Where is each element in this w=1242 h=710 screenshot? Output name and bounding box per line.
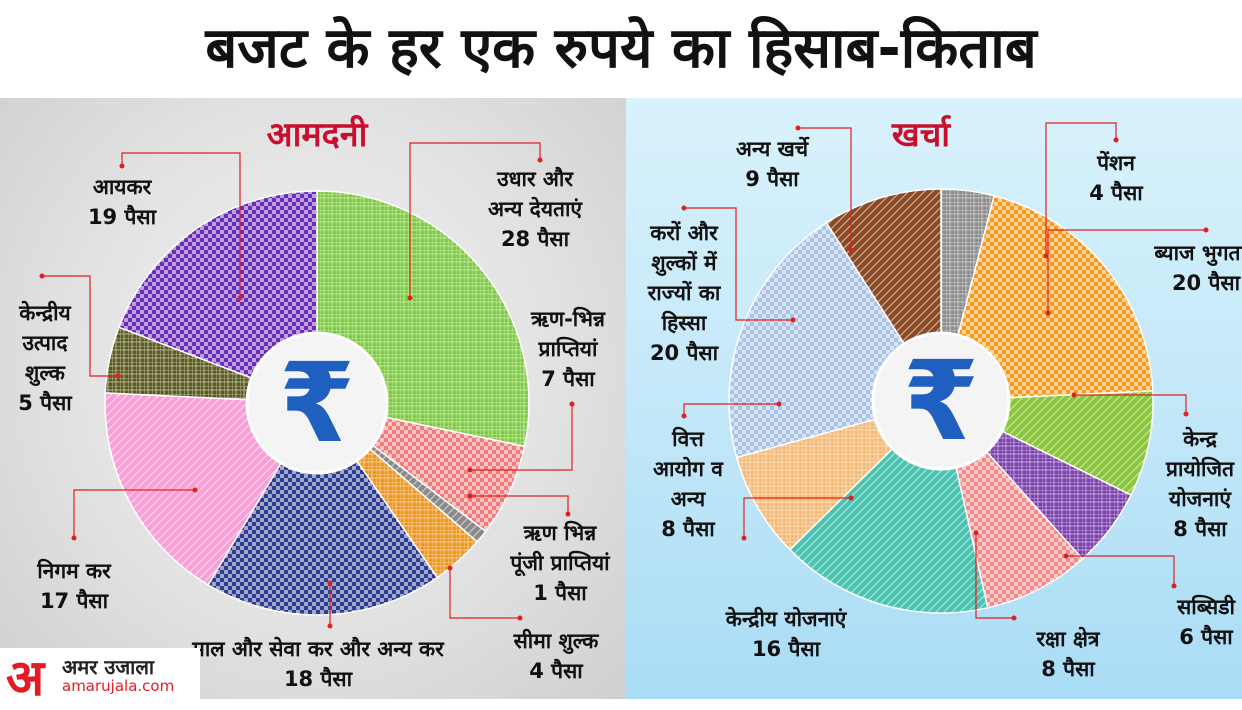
expense-leader-end-1 [1045, 310, 1051, 316]
expense-leader-tip-2 [1183, 411, 1189, 417]
income-leader-end-2 [467, 493, 473, 499]
page-title: बजट के हर एक रुपये का हिसाब-किताब [205, 16, 1037, 81]
income-leader-tip-4 [327, 623, 333, 629]
income-title: आमदनी [267, 114, 369, 155]
expense-leader-tip-7 [681, 205, 687, 211]
income-leader-tip-3 [517, 615, 523, 621]
income-leader-end-1 [467, 467, 473, 473]
expense-leader-end-3 [1063, 553, 1069, 559]
income-leader-end-7 [237, 295, 243, 301]
income-label-7: आयकर 19 पैसा [88, 175, 158, 229]
expense-leader-1 [1047, 229, 1206, 313]
income-label-2: ऋण भिन्न पूंजी प्राप्तियां 1 पैसा [509, 520, 611, 605]
income-leader-tip-1 [569, 401, 575, 407]
expense-leader-tip-5 [741, 535, 747, 541]
expense-leader-3 [1066, 555, 1175, 586]
income-center-hub [245, 331, 389, 475]
expense-title: खर्चा [891, 114, 952, 155]
expense-label-3: सब्सिडी 6 पैसा [1176, 594, 1236, 649]
income-pie-chart: ₹ आमदनी उधार और अन्य देयताएं 28 पैसा ऋण-भिन्न… [18, 114, 611, 691]
income-leader-7 [121, 152, 241, 298]
expense-leader-end-2 [1071, 392, 1077, 398]
expense-pie-chart: ₹ खर्चा पेंशन4 पैसाब्याज भुगतान20 पैसा केन्… [647, 114, 1242, 681]
income-slice-7 [118, 190, 318, 405]
expense-label-0: पेंशन 4 पैसा [1089, 150, 1144, 205]
income-leader-3 [449, 568, 520, 619]
income-label-6: केन्द्रीय उत्पाद शुल्क 5 पैसा [18, 300, 73, 415]
expense-leader-8 [798, 127, 852, 250]
expense-center-hub [871, 331, 1011, 471]
expense-label-4: रक्षा क्षेत्र 8 पैसा [1035, 626, 1100, 681]
income-label-0: उधार और अन्य देयताएं 28 पैसा [488, 166, 583, 251]
expense-leader-0 [1045, 122, 1117, 256]
brand-url: amarujala.com [62, 677, 175, 695]
income-leader-6 [42, 275, 118, 377]
expense-leader-tip-4 [1011, 615, 1017, 621]
income-leader-1 [470, 404, 573, 471]
expense-label-6: वित्त आयोग व अन्य 8 पैसा [653, 426, 724, 541]
income-leader-tip-2 [565, 511, 571, 517]
expense-leader-end-8 [848, 247, 854, 253]
expense-leader-end-0 [1043, 253, 1049, 259]
income-leader-tip-6 [39, 273, 45, 279]
expense-panel: ₹ खर्चा पेंशन4 पैसाब्याज भुगतान20 पैसा केन्… [626, 98, 1242, 699]
income-leader-end-5 [192, 487, 198, 493]
rupee-icon: ₹ [903, 337, 980, 465]
income-leader-end-3 [447, 565, 453, 571]
expense-leader-tip-6 [681, 413, 687, 419]
rupee-icon: ₹ [279, 339, 356, 467]
income-leader-5 [73, 489, 195, 538]
expense-leader-tip-3 [1171, 583, 1177, 589]
expense-leader-7 [684, 207, 793, 321]
income-label-3: सीमा शुल्क 4 पैसा [513, 628, 600, 683]
income-slice-4 [207, 401, 439, 616]
expense-leader-tip-8 [795, 125, 801, 131]
brand-watermark: अ अमर उजाला amarujala.com [0, 648, 200, 707]
income-label-4: माल और सेवा कर और अन्य कर 18 पैसा [191, 636, 445, 691]
expense-leader-end-6 [776, 401, 782, 407]
expense-label-2: केन्द्र प्रायोजित योजनाएं 8 पैसा [1165, 426, 1235, 541]
income-leader-end-4 [327, 580, 333, 586]
expense-label-5: केन्द्रीय योजनाएं 16 पैसा [725, 606, 848, 661]
expense-leader-4 [975, 533, 1014, 619]
expense-leader-6 [683, 403, 779, 416]
expense-leader-end-4 [973, 530, 979, 536]
expense-label-1: ब्याज भुगतान20 पैसा [1153, 241, 1242, 295]
expense-leader-end-5 [848, 495, 854, 501]
income-leader-tip-5 [71, 535, 77, 541]
income-panel: ₹ आमदनी उधार और अन्य देयताएं 28 पैसा ऋण-भिन्न… [0, 98, 626, 699]
income-leader-0 [409, 142, 541, 298]
expense-label-7: करों और शुल्कों में राज्यों का हिस्सा 20 पैस… [647, 220, 722, 365]
income-leader-end-0 [407, 295, 413, 301]
expense-label-8: अन्य खर्चे 9 पैसा [736, 136, 810, 191]
expense-leader-tip-1 [1203, 227, 1209, 233]
expense-slice-1 [940, 194, 1154, 402]
income-leader-tip-7 [119, 163, 125, 169]
expense-leader-tip-0 [1113, 137, 1119, 143]
expense-leader-end-7 [790, 317, 796, 323]
expense-leader-5 [743, 497, 851, 538]
expense-leader-2 [1074, 394, 1187, 414]
income-leader-end-6 [115, 373, 121, 379]
brand-logo-icon: अ [6, 648, 45, 707]
brand-name: अमर उजाला [62, 655, 155, 679]
income-label-5: निगम कर 17 पैसा [36, 558, 112, 613]
income-label-1: ऋण-भिन्न प्राप्तियां 7 पैसा [530, 306, 606, 391]
income-leader-tip-0 [537, 157, 543, 163]
income-leader-2 [470, 495, 569, 514]
